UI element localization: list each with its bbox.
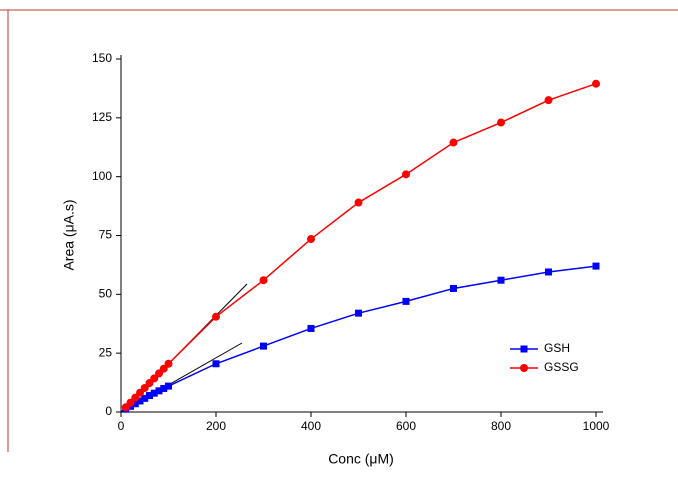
data-point xyxy=(307,235,315,244)
data-point xyxy=(592,79,600,88)
data-point xyxy=(449,138,458,147)
data-point xyxy=(131,400,139,408)
y-tick-label: 0 xyxy=(105,404,112,418)
data-point xyxy=(354,198,363,207)
data-point xyxy=(150,374,159,383)
data-point xyxy=(212,360,220,368)
y-tick-label: 150 xyxy=(92,51,112,65)
x-tick-label: 1000 xyxy=(583,419,610,433)
data-point xyxy=(165,382,172,390)
x-tick-label: 400 xyxy=(301,419,321,433)
data-point xyxy=(140,383,149,392)
data-point xyxy=(160,384,168,392)
x-tick-label: 800 xyxy=(491,419,511,433)
data-point xyxy=(592,262,600,270)
x-tick-label: 200 xyxy=(206,419,226,433)
x-axis-title: Conc (μM) xyxy=(328,451,394,467)
legend-marker xyxy=(520,345,528,353)
data-point xyxy=(497,118,505,127)
data-point xyxy=(355,309,362,317)
data-point xyxy=(259,276,268,285)
data-point xyxy=(260,342,267,350)
y-axis-title: Area (μA.s) xyxy=(61,199,77,270)
data-point xyxy=(450,284,457,292)
data-point xyxy=(150,389,158,397)
data-point xyxy=(131,393,140,402)
data-point xyxy=(402,297,410,305)
x-tick-label: 0 xyxy=(118,419,125,433)
data-point xyxy=(136,397,144,405)
data-point xyxy=(146,392,153,400)
data-point xyxy=(402,170,410,179)
y-tick-label: 125 xyxy=(92,110,112,124)
data-point xyxy=(544,96,553,105)
series-line xyxy=(125,83,597,408)
data-point xyxy=(126,398,135,407)
legend-label: GSSG xyxy=(544,360,579,374)
data-point xyxy=(497,276,505,284)
data-point xyxy=(307,324,315,332)
data-point xyxy=(545,268,552,276)
legend-marker xyxy=(520,364,528,372)
data-point xyxy=(212,312,220,321)
y-tick-label: 100 xyxy=(92,169,112,183)
data-point xyxy=(141,394,149,402)
data-point xyxy=(159,364,168,373)
x-tick-label: 600 xyxy=(396,419,416,433)
legend-label: GSH xyxy=(544,341,570,355)
series-line xyxy=(125,265,597,410)
y-tick-label: 25 xyxy=(99,345,113,359)
y-tick-label: 50 xyxy=(99,287,113,301)
data-point xyxy=(155,387,163,395)
y-tick-label: 75 xyxy=(99,228,113,242)
data-point xyxy=(164,359,173,368)
